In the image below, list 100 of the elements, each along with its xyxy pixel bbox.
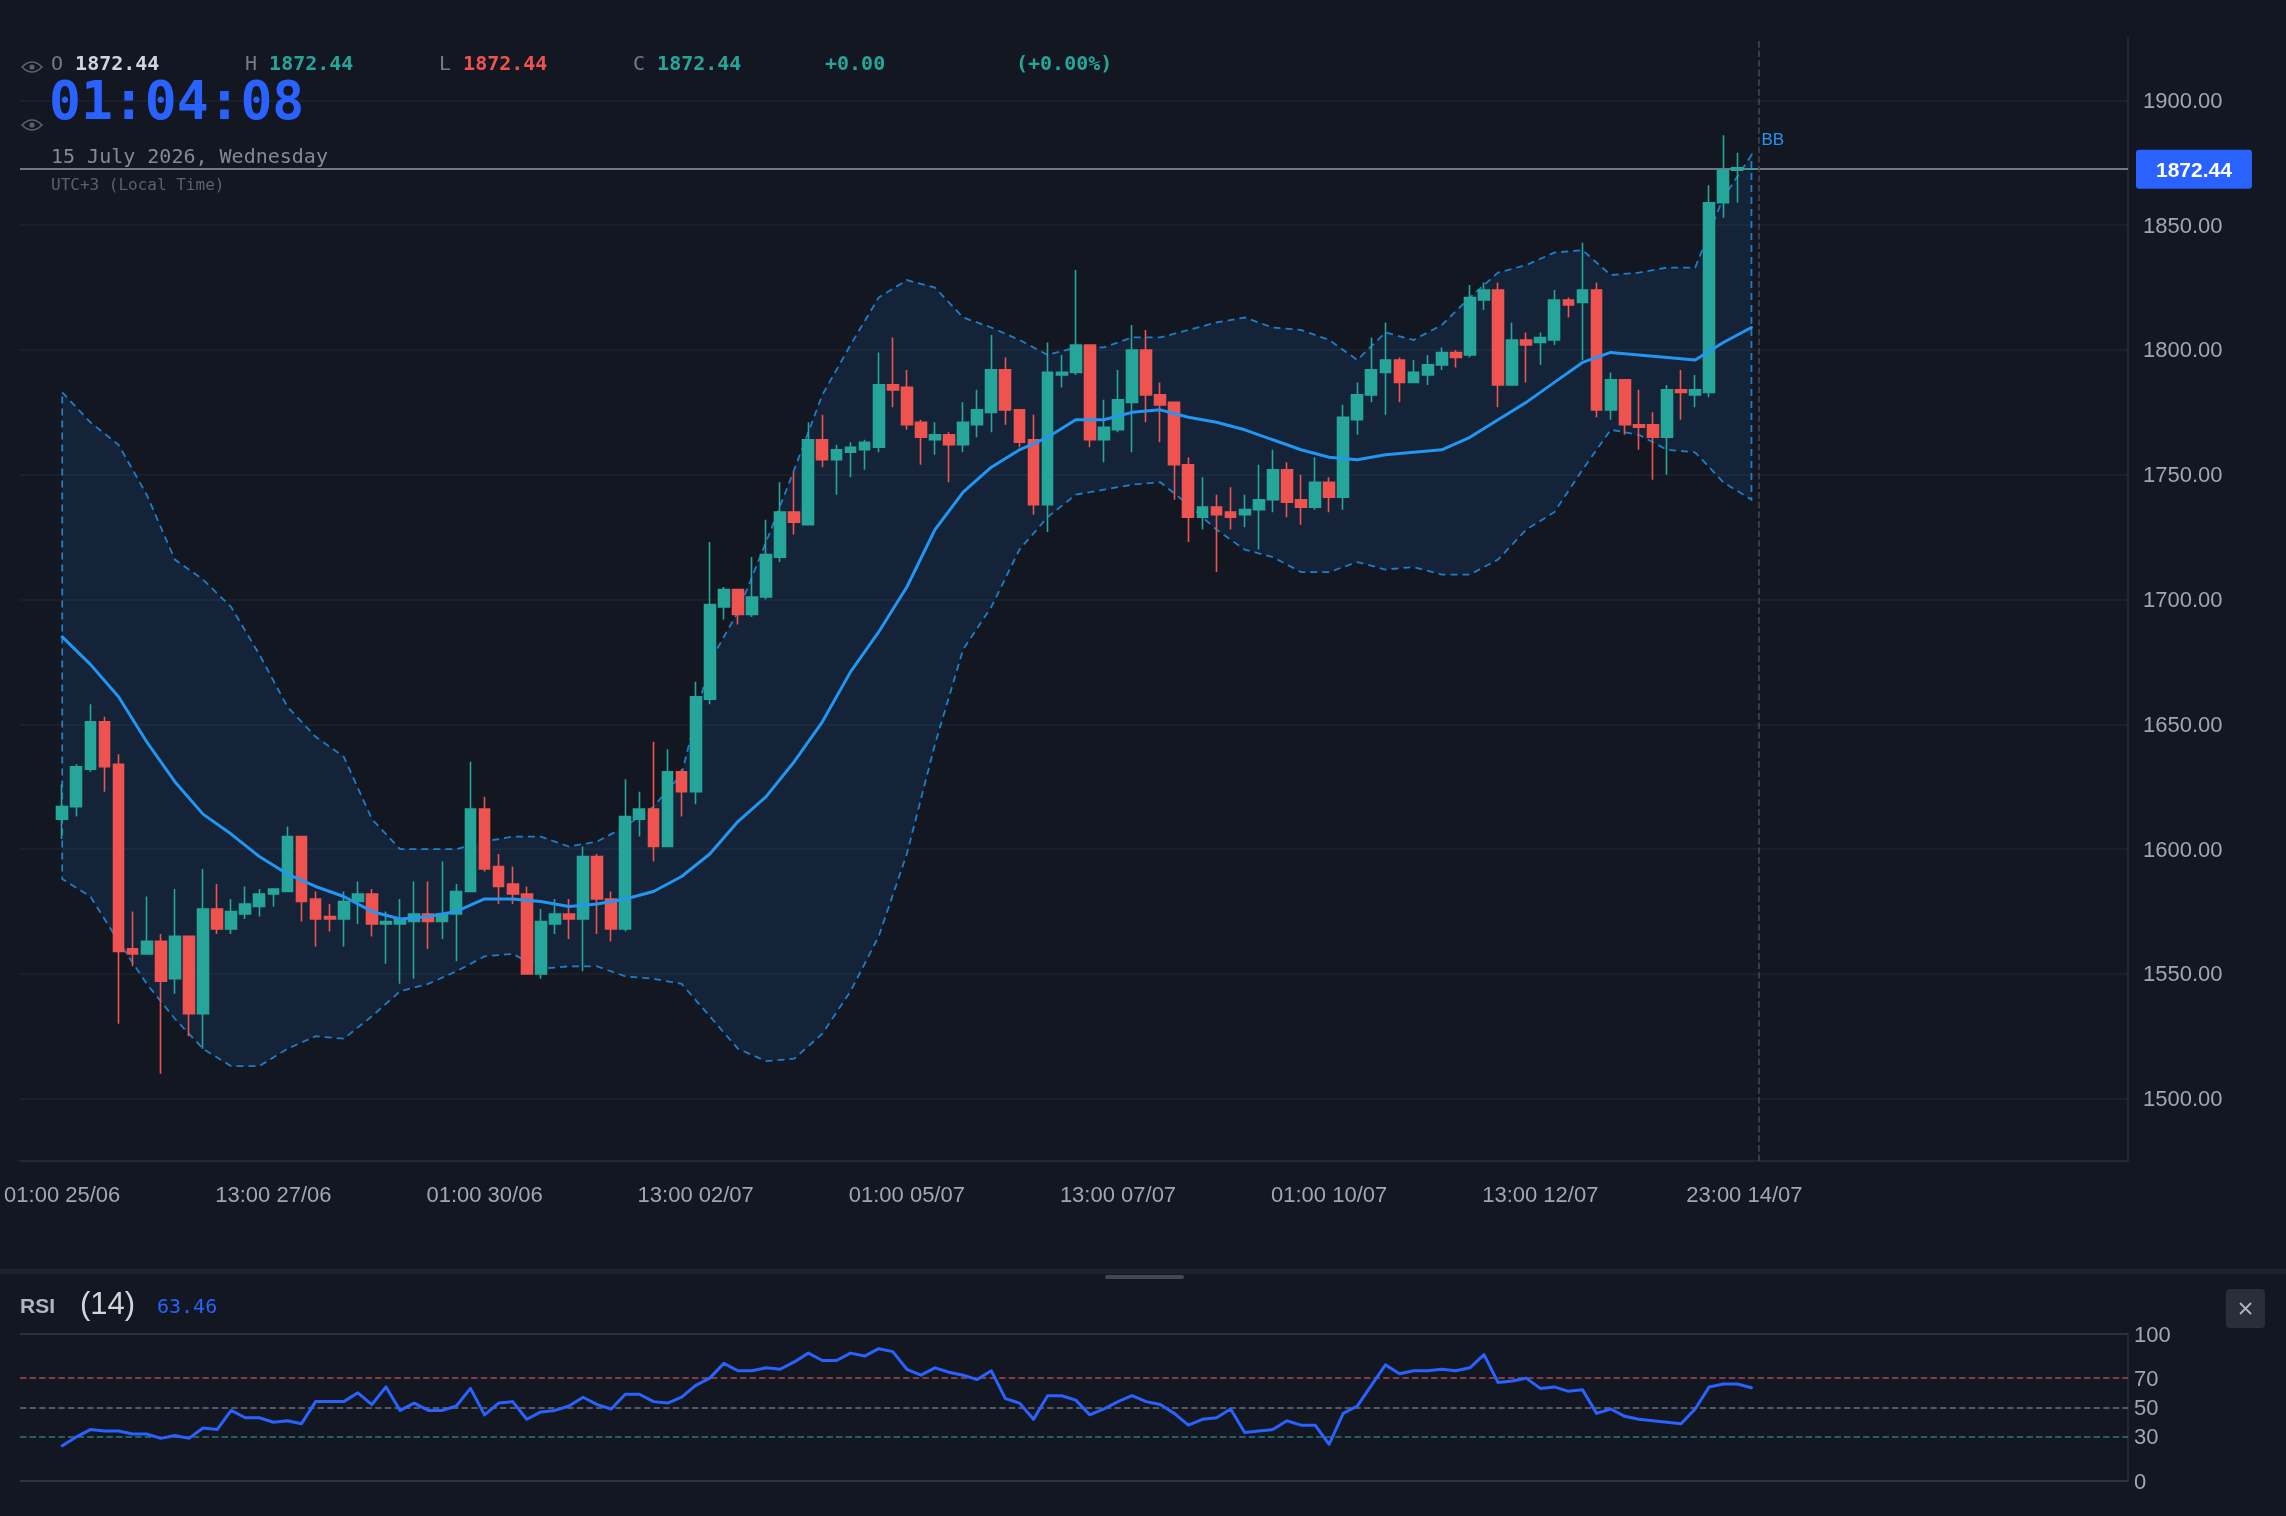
candlestick (956, 401, 970, 454)
candlestick (1196, 476, 1209, 531)
candlestick (1730, 152, 1744, 204)
candlestick (1688, 374, 1702, 409)
candlestick (590, 853, 604, 935)
x-tick-label: 13:00 27/06 (215, 1181, 332, 1207)
candlestick (520, 885, 534, 975)
candlestick (1463, 284, 1477, 359)
candlestick (69, 763, 83, 818)
y-tick-label: 1550.00 (2143, 961, 2223, 987)
candlestick (534, 908, 548, 980)
x-tick-label: 01:00 10/07 (1271, 1181, 1388, 1207)
candlestick (548, 898, 562, 935)
candlestick (1533, 331, 1547, 366)
y-tick-label: 70 (2134, 1365, 2159, 1391)
candlestick (1477, 281, 1491, 311)
candlestick (1393, 356, 1406, 404)
candlestick (942, 431, 956, 484)
candlestick (1280, 461, 1294, 518)
text: BB (1761, 130, 1785, 150)
candlestick (618, 778, 632, 933)
candlestick (210, 883, 224, 935)
candlestick (632, 790, 646, 838)
candlestick (1350, 381, 1364, 436)
candlestick (98, 715, 111, 793)
candlestick (168, 888, 182, 995)
x-tick-label: 13:00 07/07 (1059, 1181, 1177, 1207)
candlestick (1505, 321, 1519, 386)
x-tick-label: 23:00 14/07 (1686, 1181, 1803, 1207)
candlestick (1308, 456, 1322, 511)
candlestick (576, 845, 590, 973)
candlestick (351, 880, 365, 925)
candlestick (661, 748, 674, 848)
candlestick (337, 890, 351, 948)
y-tick-label: 0 (2134, 1468, 2147, 1494)
candlestick (815, 414, 829, 469)
candlestick (689, 681, 703, 805)
candlestick (252, 888, 266, 918)
y-tick-label: 1850.00 (2143, 212, 2223, 238)
candlestick (562, 898, 576, 940)
candlestick (1618, 379, 1632, 436)
candlestick (1111, 369, 1125, 434)
y-tick-label: 1900.00 (2143, 87, 2223, 113)
candlestick (492, 853, 505, 905)
candlestick (1421, 354, 1435, 386)
candlestick (1125, 324, 1139, 454)
candlestick (1027, 414, 1040, 516)
y-tick-label: 1750.00 (2143, 462, 2223, 488)
y-tick-label: 1600.00 (2143, 836, 2223, 862)
candlestick (675, 768, 688, 818)
candlestick (506, 865, 520, 905)
candlestick (759, 518, 773, 601)
candlestick (1041, 341, 1054, 533)
candlestick (1294, 473, 1308, 526)
annotation: L 1872.44 (439, 51, 548, 75)
candlestick (801, 421, 815, 526)
ref-line-label: 1872.44 (2156, 157, 2233, 181)
candlestick (1224, 486, 1237, 531)
text: (14) (80, 1286, 136, 1321)
candlestick (182, 935, 196, 1038)
candlestick (984, 334, 998, 434)
candlestick (998, 356, 1012, 426)
candlestick (1449, 349, 1463, 369)
candlestick (1702, 184, 1716, 399)
candlestick (928, 421, 942, 456)
candlestick (379, 910, 393, 965)
candlestick (1083, 344, 1097, 449)
y-tick-label: 50 (2134, 1395, 2159, 1420)
candlestick (1013, 409, 1026, 449)
candlestick (1210, 493, 1223, 573)
candlestick (1055, 354, 1069, 389)
candlestick (1547, 289, 1561, 346)
y-tick-label: 1800.00 (2143, 337, 2223, 363)
y-tick-label: 1700.00 (2143, 587, 2223, 612)
annotation: (+0.00%) (1016, 51, 1113, 75)
candlestick (773, 481, 787, 563)
candlestick (1604, 371, 1618, 421)
chart-title: RSI (20, 1294, 56, 1317)
candlestick (1716, 134, 1730, 219)
candlestick (84, 703, 97, 773)
candlestick (872, 351, 886, 454)
candlestick (1266, 448, 1280, 513)
candlestick (295, 835, 308, 923)
candlestick (1238, 493, 1252, 528)
candlestick (1153, 381, 1167, 444)
candlestick (323, 903, 337, 933)
candlestick (1632, 389, 1646, 451)
candlestick (1674, 369, 1688, 421)
candlestick (1576, 241, 1589, 361)
x-tick-label: 13:00 12/07 (1482, 1181, 1599, 1207)
candlestick (1181, 456, 1195, 543)
candlestick (731, 588, 745, 626)
candlestick (154, 933, 168, 1075)
x-tick-label: 13:00 02/07 (637, 1181, 754, 1207)
y-tick-label: 100 (2134, 1321, 2171, 1347)
y-tick-label: 1650.00 (2143, 711, 2223, 737)
text: 63.46 (157, 1294, 218, 1318)
candlestick (717, 586, 731, 621)
candlestick (1660, 384, 1674, 476)
candlestick (126, 910, 139, 968)
